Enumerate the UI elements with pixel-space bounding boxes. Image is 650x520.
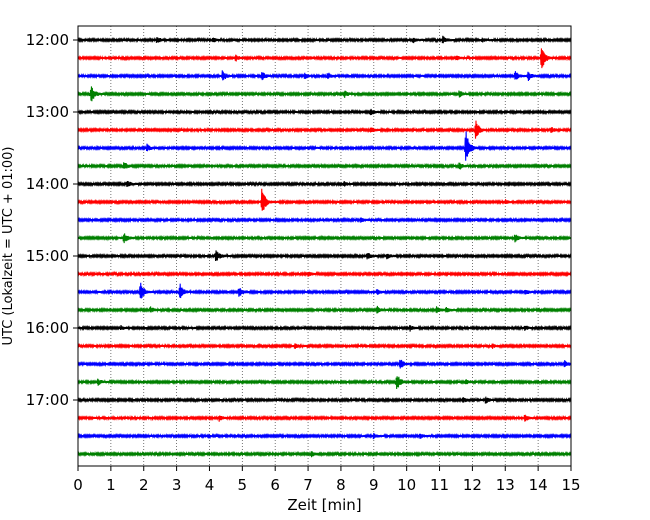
x-tick-label: 10 [397,476,416,494]
x-tick-label: 8 [336,476,346,494]
y-tick-label: 16:00 [26,319,69,337]
x-tick-label: 11 [430,476,449,494]
trace-line [77,324,572,332]
trace-line [77,70,572,82]
x-tick-label: 9 [369,476,379,494]
y-axis-title: UTC (Lokalzeit = UTC + 01:00) [1,147,16,346]
trace-line [77,376,572,390]
x-tick-label: 4 [205,476,215,494]
trace-line [77,162,572,170]
trace-line [77,450,572,458]
trace-line [77,86,572,102]
trace-line [77,342,572,350]
y-tick-label: 14:00 [26,175,69,193]
trace-line [77,188,572,211]
trace-line [77,131,572,161]
trace-line [77,396,572,404]
trace-line [77,180,572,188]
x-axis: 0 1 2 3 4 5 6 7 8 9 10 11 12 13 14 15 [73,466,581,494]
trace-line [77,216,572,224]
x-tick-label: 14 [529,476,548,494]
trace-line [77,108,572,116]
trace-line [77,120,572,139]
x-tick-label: 13 [496,476,515,494]
trace-line [77,305,572,314]
x-tick-label: 3 [172,476,182,494]
trace-line [77,432,572,440]
trace-line [77,414,572,422]
trace-line [77,282,572,299]
x-tick-label: 5 [238,476,248,494]
y-axis: 12:00 13:00 14:00 15:00 16:00 17:00 [26,31,78,409]
trace-line [77,233,572,244]
x-tick-label: 1 [106,476,116,494]
y-tick-label: 17:00 [26,391,69,409]
minute-gridlines [110,26,539,466]
plot-frame [77,25,572,467]
seismic-traces [77,35,572,458]
x-tick-label: 6 [270,476,280,494]
x-tick-label: 0 [73,476,83,494]
x-tick-label: 15 [561,476,580,494]
trace-line [77,35,572,44]
trace-line [77,48,572,69]
trace-line [77,359,572,369]
x-tick-label: 2 [139,476,149,494]
y-tick-label: 13:00 [26,103,69,121]
y-tick-label: 15:00 [26,247,69,265]
trace-line [77,270,572,278]
x-axis-title: Zeit [min] [287,496,361,514]
x-tick-label: 12 [463,476,482,494]
x-tick-label: 7 [303,476,313,494]
y-tick-label: 12:00 [26,31,69,49]
trace-line [77,250,572,261]
